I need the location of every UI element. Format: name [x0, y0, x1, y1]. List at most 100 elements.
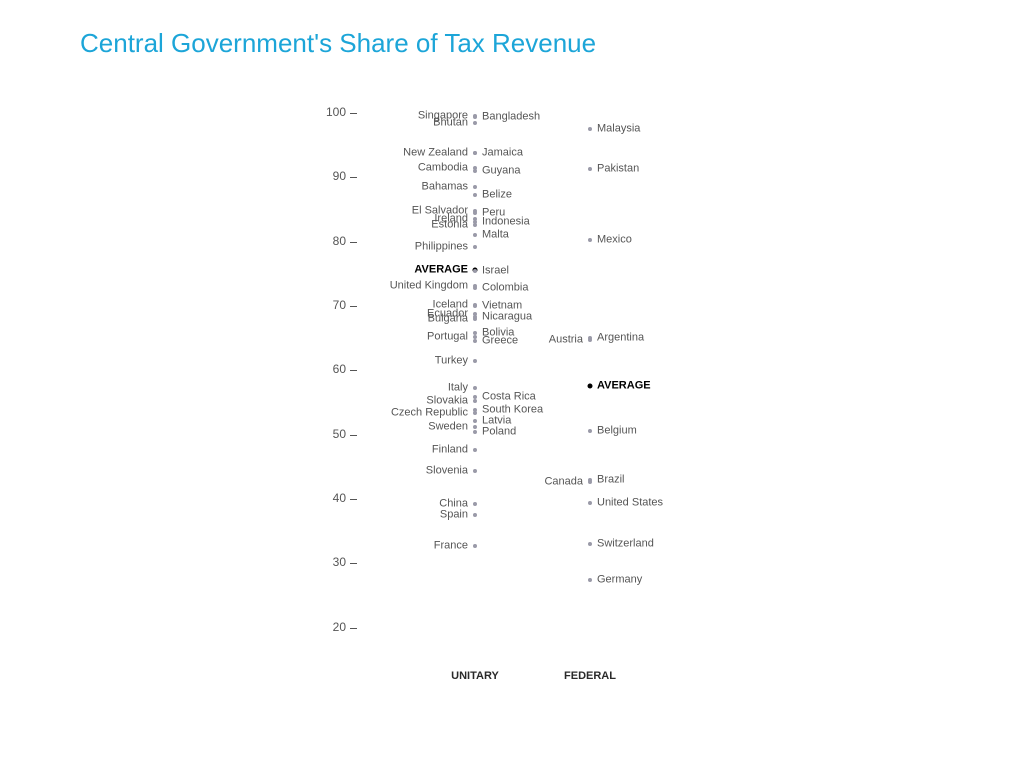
point-label: Sweden: [428, 421, 470, 432]
data-point: [473, 335, 477, 339]
point-label: Malaysia: [595, 123, 640, 134]
data-point: [588, 167, 592, 171]
data-point: [473, 115, 477, 119]
data-point: [473, 430, 477, 434]
y-tick-label: 60: [316, 362, 346, 376]
point-label: Costa Rica: [480, 392, 536, 403]
point-label: Nicaragua: [480, 311, 532, 322]
data-point: [473, 193, 477, 197]
chart-area: 2030405060708090100UNITARYFEDERALSingapo…: [0, 0, 1024, 769]
y-tick-mark: [350, 628, 357, 629]
data-point: [588, 238, 592, 242]
data-point: [473, 419, 477, 423]
point-label: Bangladesh: [480, 111, 540, 122]
y-tick-mark: [350, 113, 357, 114]
point-label-avg: AVERAGE: [414, 264, 470, 275]
data-point: [473, 317, 477, 321]
y-tick-mark: [350, 563, 357, 564]
data-point: [473, 121, 477, 125]
point-label: Colombia: [480, 282, 528, 293]
data-point: [588, 578, 592, 582]
y-tick-mark: [350, 499, 357, 500]
data-point: [473, 233, 477, 237]
y-tick-mark: [350, 306, 357, 307]
point-label: Bulgaria: [428, 314, 470, 325]
point-label: Canada: [544, 476, 585, 487]
data-point: [473, 411, 477, 415]
point-label: Brazil: [595, 474, 625, 485]
point-label: Greece: [480, 336, 518, 347]
point-label: Italy: [448, 382, 470, 393]
data-point: [588, 429, 592, 433]
point-label-avg: AVERAGE: [595, 380, 651, 391]
point-label: Austria: [549, 335, 585, 346]
category-label: FEDERAL: [564, 670, 616, 682]
data-point-avg: [588, 383, 593, 388]
data-point: [473, 169, 477, 173]
point-label: Belgium: [595, 426, 637, 437]
y-tick-label: 90: [316, 169, 346, 183]
data-point: [588, 127, 592, 131]
y-tick-label: 20: [316, 620, 346, 634]
data-point: [588, 542, 592, 546]
point-label: Spain: [440, 509, 470, 520]
point-label: Cambodia: [418, 162, 470, 173]
point-label: Mexico: [595, 234, 632, 245]
data-point: [588, 501, 592, 505]
data-point: [473, 304, 477, 308]
data-point: [588, 336, 592, 340]
data-point: [473, 245, 477, 249]
point-label: Turkey: [435, 355, 470, 366]
point-label: Malta: [480, 230, 509, 241]
point-label: Argentina: [595, 333, 644, 344]
y-tick-label: 50: [316, 427, 346, 441]
point-label: Portugal: [427, 331, 470, 342]
data-point: [588, 478, 592, 482]
point-label: New Zealand: [403, 147, 470, 158]
point-label: Switzerland: [595, 539, 654, 550]
data-point: [473, 223, 477, 227]
data-point: [473, 513, 477, 517]
y-tick-mark: [350, 370, 357, 371]
data-point: [473, 286, 477, 290]
point-label: Finland: [432, 444, 470, 455]
y-tick-mark: [350, 242, 357, 243]
data-point: [473, 544, 477, 548]
point-label: United States: [595, 497, 663, 508]
point-label: Guyana: [480, 165, 521, 176]
data-point: [473, 425, 477, 429]
point-label: Philippines: [415, 241, 470, 252]
point-label: Jamaica: [480, 147, 523, 158]
data-point: [473, 386, 477, 390]
point-label: Poland: [480, 427, 516, 438]
point-label: Czech Republic: [391, 407, 470, 418]
point-label: Estonia: [431, 219, 470, 230]
y-tick-label: 70: [316, 298, 346, 312]
category-label: UNITARY: [451, 670, 499, 682]
y-tick-label: 30: [316, 555, 346, 569]
point-label: Pakistan: [595, 163, 639, 174]
data-point: [473, 469, 477, 473]
y-tick-mark: [350, 177, 357, 178]
point-label: Slovakia: [426, 396, 470, 407]
point-label: Slovenia: [426, 466, 470, 477]
data-point: [473, 269, 477, 273]
point-label: Indonesia: [480, 217, 530, 228]
point-label: Belize: [480, 189, 512, 200]
data-point: [473, 151, 477, 155]
point-label: United Kingdom: [390, 281, 470, 292]
point-label: Bhutan: [433, 118, 470, 129]
data-point: [473, 448, 477, 452]
data-point: [473, 502, 477, 506]
data-point: [473, 399, 477, 403]
data-point: [473, 185, 477, 189]
y-tick-label: 40: [316, 491, 346, 505]
data-point: [473, 359, 477, 363]
y-tick-label: 80: [316, 234, 346, 248]
point-label: Germany: [595, 574, 642, 585]
data-point: [473, 211, 477, 215]
data-point: [473, 339, 477, 343]
point-label: Bahamas: [422, 181, 470, 192]
point-label: Israel: [480, 266, 509, 277]
point-label: Latvia: [480, 415, 511, 426]
